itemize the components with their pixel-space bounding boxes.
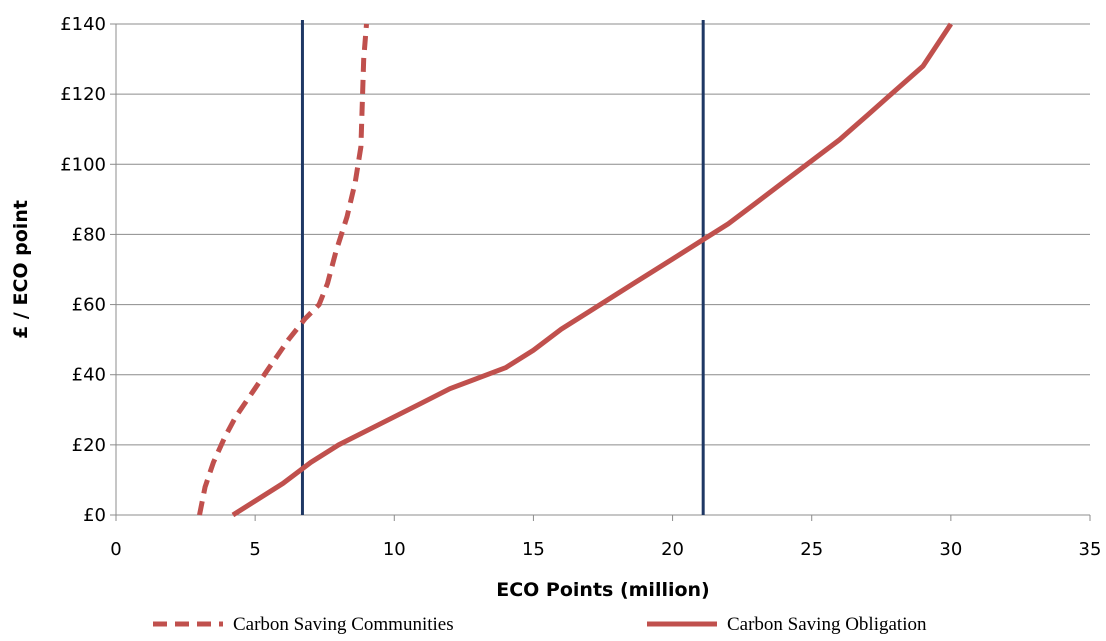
legend: Carbon Saving Communities Carbon Saving O… <box>153 614 927 635</box>
x-tick-label: 5 <box>249 539 260 560</box>
x-tick-label: 0 <box>110 539 121 560</box>
y-tick-label: £0 <box>83 505 106 526</box>
series-line-1 <box>197 23 369 516</box>
legend-label-1: Carbon Saving Communities <box>233 614 454 635</box>
x-tick-label: 35 <box>1079 539 1102 560</box>
y-tick-label: £120 <box>60 84 106 105</box>
gridlines <box>116 23 1090 446</box>
y-tick-label: £60 <box>72 295 106 316</box>
x-tick-label: 10 <box>383 539 406 560</box>
axes <box>110 23 1091 521</box>
x-tick-label: 20 <box>661 539 684 560</box>
series-group <box>197 22 953 518</box>
y-tick-label: £80 <box>72 224 106 245</box>
y-tick-label: £20 <box>72 435 106 456</box>
y-tick-label: £140 <box>60 14 106 35</box>
x-tick-label: 15 <box>522 539 545 560</box>
x-tick-label: 25 <box>800 539 823 560</box>
legend-label-2: Carbon Saving Obligation <box>727 614 927 635</box>
reference-lines <box>300 20 705 515</box>
x-tick-label: 30 <box>939 539 962 560</box>
y-tick-label: £100 <box>60 154 106 175</box>
x-axis-title: ECO Points (million) <box>496 579 710 601</box>
y-axis-title: £ / ECO point <box>10 200 32 339</box>
series-line-2 <box>231 22 953 518</box>
y-tick-label: £40 <box>72 365 106 386</box>
tick-labels: £0 £20 £40 £60 £80 £100 £120 £140 0 5 10 15 20 25 30 35 <box>60 14 1101 560</box>
